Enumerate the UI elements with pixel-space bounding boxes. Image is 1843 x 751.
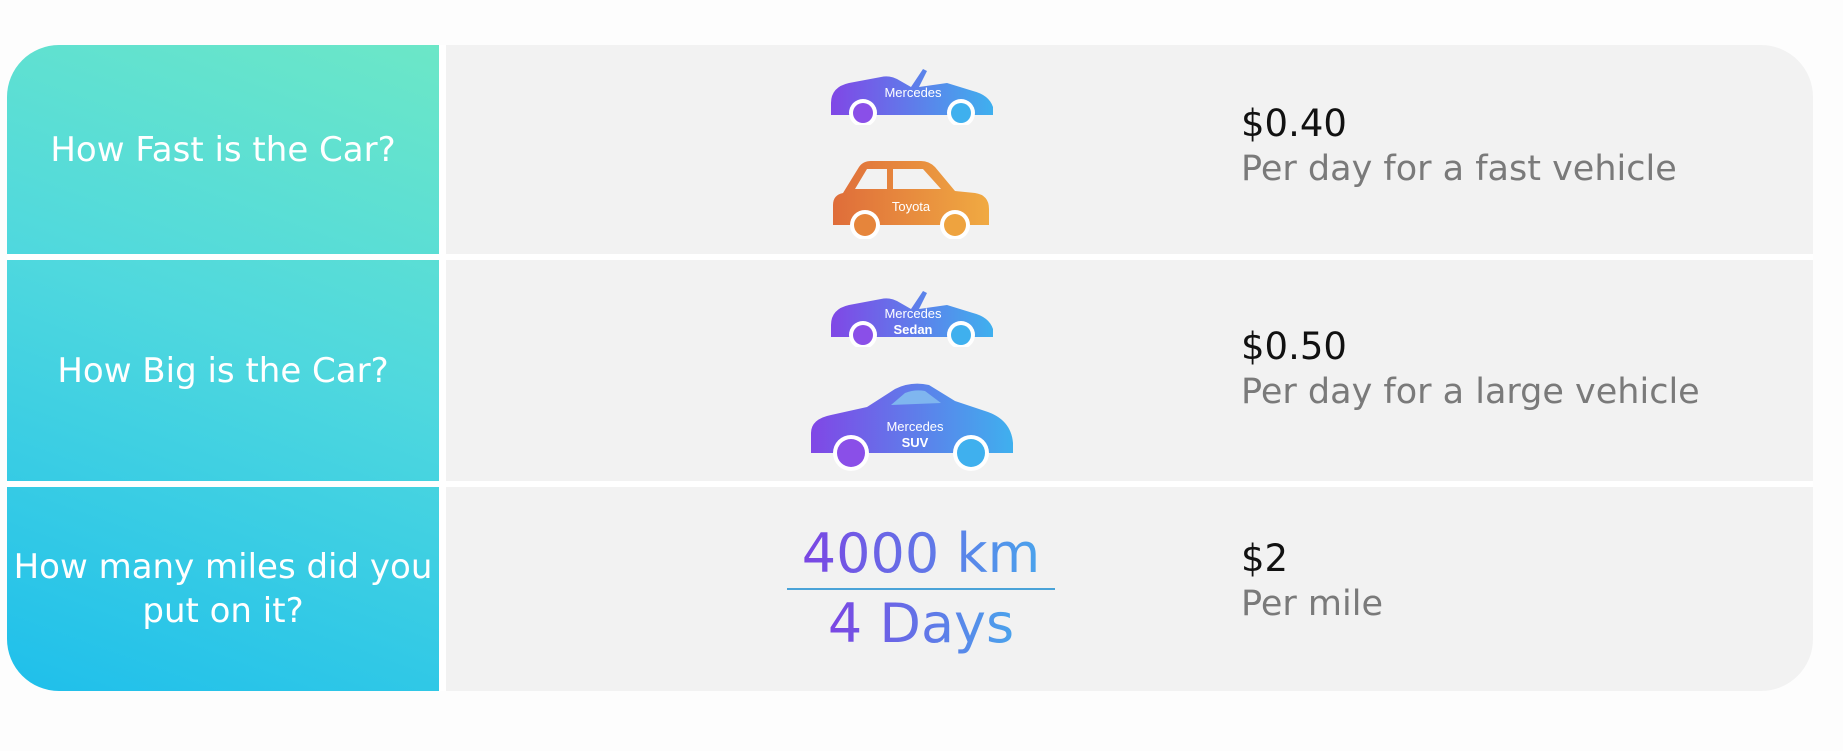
column-divider — [439, 45, 446, 691]
car-type-label: Sedan — [893, 322, 932, 337]
car-brand-label: Toyota — [892, 199, 931, 214]
car-brand-label: Mercedes — [884, 306, 942, 321]
price-mileage: $2 — [1241, 537, 1289, 580]
pricing-table: How Fast is the Car? Mercedes Toyota $0.… — [7, 45, 1813, 691]
description-mileage: Per mile — [1241, 584, 1383, 624]
row-divider — [7, 254, 1813, 260]
car-brand-label: Mercedes — [886, 419, 944, 434]
question-column — [7, 45, 439, 691]
duration-value: 4 Days — [827, 592, 1015, 655]
price-speed: $0.40 — [1241, 102, 1347, 145]
price-size: $0.50 — [1241, 325, 1347, 368]
description-speed: Per day for a fast vehicle — [1241, 149, 1677, 189]
distance-value: 4000 km — [801, 522, 1041, 585]
hatchback-car-icon: Toyota — [833, 161, 989, 239]
row-divider — [7, 481, 1813, 487]
question-mileage: How many miles did you put on it? — [13, 547, 433, 631]
car-brand-label: Mercedes — [884, 85, 942, 100]
fraction-line — [787, 588, 1055, 590]
distance-per-days-fraction: 4000 km 4 Days — [787, 522, 1055, 656]
car-type-label: SUV — [902, 435, 929, 450]
question-speed: How Fast is the Car? — [50, 129, 396, 170]
question-size: How Big is the Car? — [57, 350, 389, 391]
convertible-car-icon: Mercedes — [831, 69, 993, 125]
coupe-car-icon: Mercedes SUV — [811, 383, 1013, 471]
convertible-car-icon: Mercedes Sedan — [831, 291, 993, 347]
description-size: Per day for a large vehicle — [1241, 372, 1700, 412]
